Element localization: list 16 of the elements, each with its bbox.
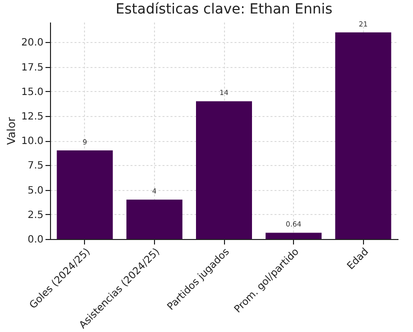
y-tick-label: 10.0 bbox=[21, 136, 44, 148]
y-tick-label: 20.0 bbox=[21, 38, 44, 49]
y-tick-label: 12.5 bbox=[21, 111, 44, 122]
bar bbox=[335, 32, 392, 239]
y-tick-label: 17.5 bbox=[21, 62, 44, 74]
chart-title: Estadísticas clave: Ethan Ennis bbox=[116, 1, 332, 18]
bar bbox=[266, 232, 322, 239]
y-axis-title: Valor bbox=[5, 116, 18, 145]
y-tick-label: 2.5 bbox=[28, 210, 44, 221]
bar bbox=[126, 200, 182, 239]
bar bbox=[196, 101, 252, 239]
y-tick-label: 7.5 bbox=[28, 160, 44, 172]
y-tick-label: 15.0 bbox=[21, 86, 44, 98]
y-tick-label: 0.0 bbox=[28, 234, 44, 246]
bar bbox=[56, 150, 113, 239]
y-tick-label: 5.0 bbox=[28, 185, 44, 196]
